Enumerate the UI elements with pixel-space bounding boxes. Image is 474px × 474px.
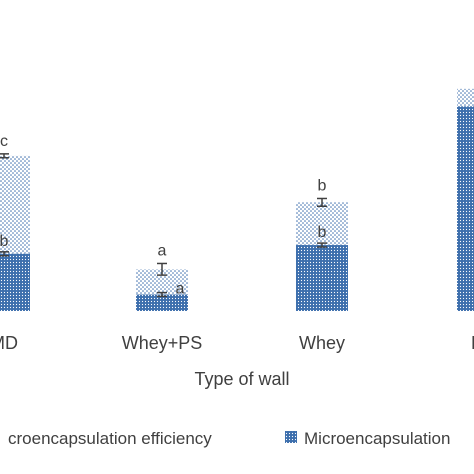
bar-group: [0, 88, 474, 311]
category-label-0: MD: [0, 333, 18, 353]
error-bar-group: [0, 153, 327, 298]
legend-label-yield: Microencapsulation: [304, 429, 450, 448]
legend-label-efficiency: croencapsulation efficiency: [8, 429, 212, 448]
error-bar-efficiency-0: [0, 153, 9, 159]
legend-swatch-yield: [285, 431, 297, 443]
bar-yield-2: [296, 245, 348, 311]
bar-yield-0: [0, 253, 30, 311]
significance-letter-efficiency-1: a: [158, 242, 167, 259]
significance-letter-yield-2: b: [318, 224, 327, 241]
significance-letter-efficiency-0: c: [0, 133, 8, 150]
significance-letter-yield-0: b: [0, 233, 9, 250]
bar-efficiency-2: [296, 202, 348, 246]
bar-yield-3: [457, 106, 474, 311]
category-label-group: MD Whey+PS Whey PS: [0, 333, 474, 353]
significance-letter-efficiency-2: b: [318, 177, 327, 194]
category-label-3: PS: [471, 333, 474, 353]
bar-efficiency-0: [0, 155, 30, 254]
error-bar-yield-1: [157, 291, 167, 298]
significance-letter-yield-1: a: [176, 281, 185, 298]
legend: croencapsulation efficiency Microencapsu…: [8, 429, 450, 448]
error-bar-yield-2: [317, 242, 327, 248]
error-bar-efficiency-1: [157, 262, 167, 276]
category-label-1: Whey+PS: [122, 333, 203, 353]
significance-letter-group: c b a a b b: [0, 133, 327, 298]
error-bar-efficiency-2: [317, 197, 327, 207]
bar-yield-1: [136, 294, 188, 311]
x-axis-title: Type of wall: [194, 369, 289, 389]
bar-efficiency-3: [457, 88, 474, 107]
error-bar-yield-0: [0, 251, 9, 257]
category-label-2: Whey: [299, 333, 345, 353]
